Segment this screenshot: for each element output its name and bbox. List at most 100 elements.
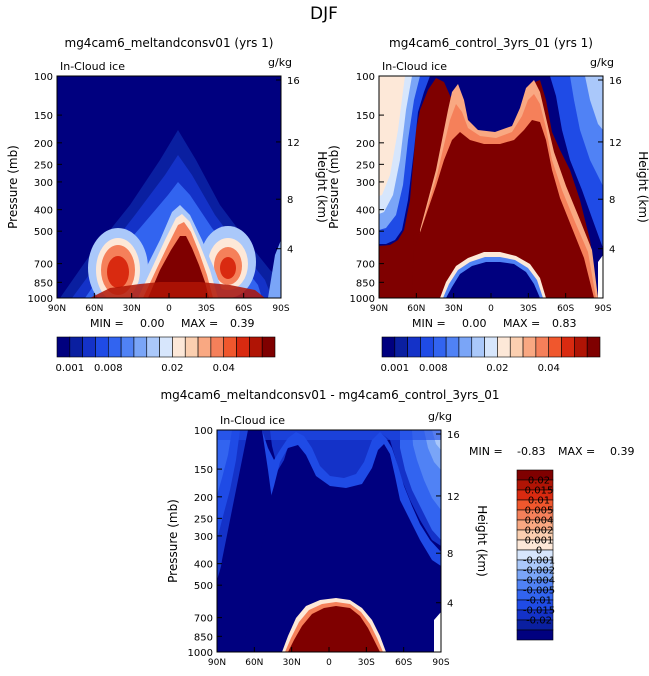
panel-1-max-value: 0.39: [230, 317, 255, 330]
panel-1-units: g/kg: [268, 56, 292, 69]
xtick-label: 30S: [198, 304, 215, 314]
ytick-label: 500: [194, 581, 213, 592]
colorbar-swatch: [133, 336, 148, 358]
ytick-label: 300: [356, 178, 375, 189]
panel-2-min-label: MIN =: [412, 317, 446, 330]
panel-1-max-label: MAX =: [181, 317, 218, 330]
ytick-label: 850: [194, 632, 213, 643]
xtick-label: 90N: [48, 304, 66, 314]
panel-1-y2ticks: 4 8 12 16: [276, 76, 300, 256]
colorbar-label: 0.008: [419, 363, 448, 374]
y2tick-label: 12: [447, 492, 460, 503]
colorbar-label: -0.01: [526, 596, 552, 607]
ytick-label: 1000: [28, 294, 53, 305]
colorbar-swatch: [261, 336, 276, 358]
colorbar-swatch: [535, 336, 550, 358]
colorbar-label: 0.04: [213, 363, 235, 374]
colorbar-label: 0.001: [381, 363, 410, 374]
panel-2-y2label: Height (km): [636, 151, 649, 222]
colorbar-swatch: [394, 336, 408, 358]
panel-2-field-label: In-Cloud ice: [382, 60, 447, 73]
panel-3-title: mg4cam6_meltandconsv01 - mg4cam6_control…: [160, 388, 499, 402]
xtick-label: 60N: [85, 304, 103, 314]
xtick-label: 30S: [520, 304, 537, 314]
colorbar-swatch: [172, 336, 186, 358]
y2tick-label: 16: [287, 76, 300, 87]
colorbar-swatch: [197, 336, 212, 358]
colorbar-label: -0.001: [523, 556, 555, 567]
colorbar-label: 0.002: [525, 526, 554, 537]
panel-2-colorbar-labels: 0.001 0.008 0.02 0.04: [381, 363, 560, 374]
ytick-label: 250: [34, 160, 53, 171]
colorbar-swatch: [159, 336, 173, 358]
panel-1-plot: [57, 76, 281, 298]
panel-3-y2label: Height (km): [475, 505, 489, 576]
colorbar-label: -0.004: [523, 576, 555, 587]
colorbar-label: 0.001: [56, 363, 85, 374]
colorbar-swatch: [107, 336, 122, 358]
panel-3-colorbar: [516, 469, 554, 641]
xtick-label: 60S: [557, 304, 574, 314]
panel-2-units: g/kg: [590, 56, 614, 69]
colorbar-label: 0.02: [486, 363, 508, 374]
colorbar-swatch: [586, 336, 601, 358]
colorbar-label: 0.005: [525, 506, 554, 517]
ytick-label: 100: [194, 426, 213, 437]
colorbar-swatch: [236, 336, 250, 358]
xtick-label: 60S: [235, 304, 252, 314]
colorbar-swatch: [516, 629, 554, 641]
colorbar-swatch: [561, 336, 575, 358]
panel-3: mg4cam6_meltandconsv01 - mg4cam6_control…: [160, 388, 634, 668]
xtick-label: 60S: [395, 658, 412, 668]
colorbar-swatch: [509, 336, 524, 358]
colorbar-swatch: [95, 336, 109, 358]
panel-1-min-value: 0.00: [140, 317, 165, 330]
colorbar-label: -0.005: [523, 586, 555, 597]
colorbar-swatch: [497, 336, 511, 358]
ytick-label: 150: [194, 465, 213, 476]
ytick-label: 250: [194, 514, 213, 525]
panel-2-title: mg4cam6_control_3yrs_01 (yrs 1): [389, 36, 593, 50]
colorbar-swatch: [146, 336, 160, 358]
panel-3-max-label: MAX =: [558, 445, 595, 458]
panel-3-min-value: -0.83: [517, 445, 545, 458]
ytick-label: 100: [34, 72, 53, 83]
ytick-label: 400: [356, 206, 375, 217]
figure-title: DJF: [310, 4, 338, 24]
colorbar-label: 0.01: [528, 496, 550, 507]
panel-3-ylabel: Pressure (mb): [166, 499, 180, 583]
xtick-label: 60N: [407, 304, 425, 314]
panel-1-y2label: Height (km): [315, 151, 329, 222]
xtick-label: 90S: [594, 304, 611, 314]
colorbar-swatch: [69, 336, 83, 358]
colorbar-swatch: [445, 336, 460, 358]
panel-1-ylabel: Pressure (mb): [6, 145, 20, 229]
colorbar-swatch: [184, 336, 199, 358]
panel-3-yticks: 100 150 200 250 300 400 500 700 850 1000: [188, 426, 222, 659]
y2tick-label: 8: [447, 549, 453, 560]
xtick-label: 30N: [123, 304, 141, 314]
y2tick-label: 16: [609, 76, 622, 87]
xtick-label: 90N: [370, 304, 388, 314]
colorbar-swatch: [407, 336, 421, 358]
colorbar-label: 0.004: [525, 516, 554, 527]
colorbar-label: 0.02: [161, 363, 183, 374]
y2tick-label: 4: [609, 245, 615, 256]
y2tick-label: 16: [447, 430, 460, 441]
colorbar-label: -0.02: [526, 616, 552, 627]
ytick-label: 400: [194, 560, 213, 571]
panel-2-plot: [379, 76, 603, 298]
y2tick-label: 4: [287, 245, 293, 256]
panel-1-colorbar-labels: 0.001 0.008 0.02 0.04: [56, 363, 235, 374]
panel-1: mg4cam6_meltandconsv01 (yrs 1) In-Cloud …: [6, 36, 329, 374]
panel-2-max-value: 0.83: [552, 317, 577, 330]
panel-2: mg4cam6_control_3yrs_01 (yrs 1) In-Cloud…: [327, 36, 649, 374]
panel-2-max-label: MAX =: [503, 317, 540, 330]
y2tick-label: 8: [609, 195, 615, 206]
ytick-label: 850: [34, 278, 53, 289]
panel-1-field-label: In-Cloud ice: [60, 60, 125, 73]
ytick-label: 200: [194, 493, 213, 504]
panel-2-colorbar: [381, 336, 601, 358]
xtick-label: 0: [166, 304, 172, 314]
